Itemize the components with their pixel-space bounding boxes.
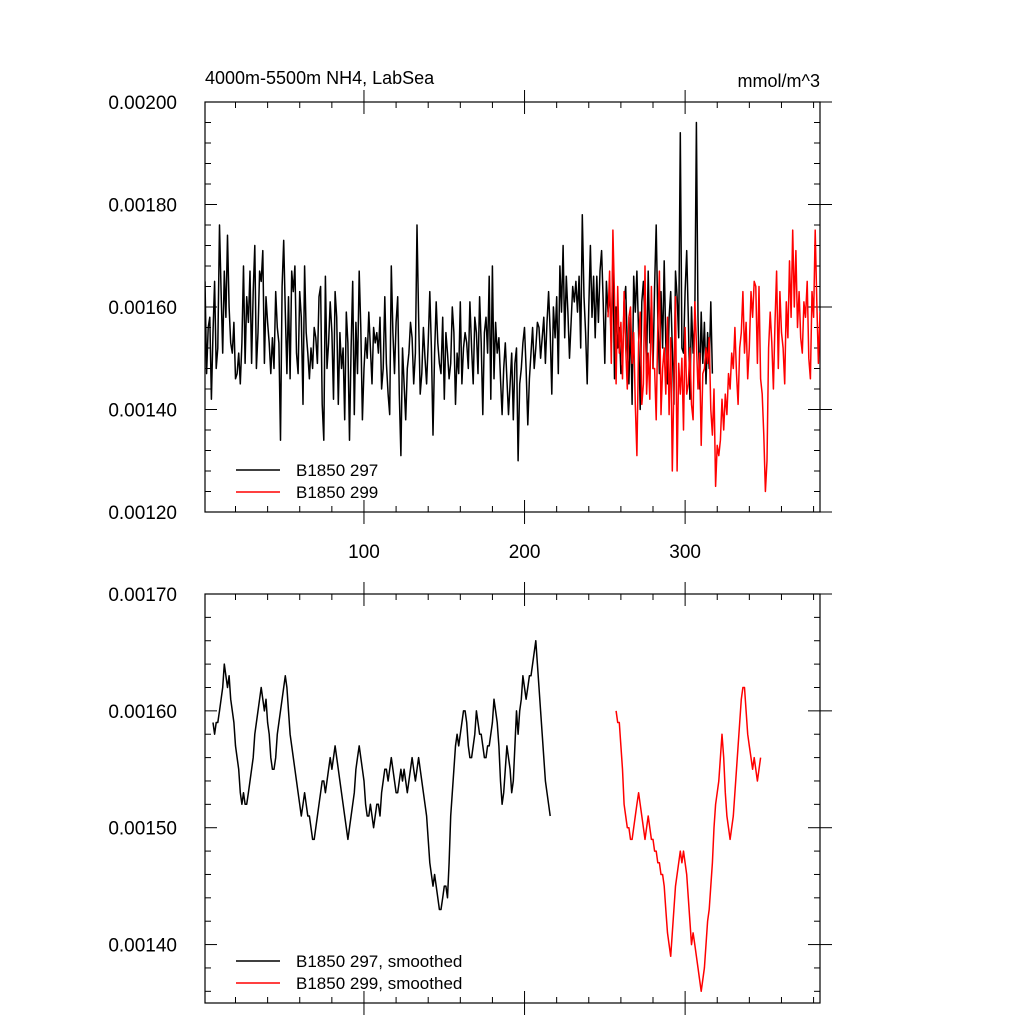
bottom-ytick-label: 0.00150 — [108, 819, 177, 840]
top-xtick-label: 100 — [348, 542, 380, 563]
top-ytick-label: 0.00140 — [108, 401, 177, 422]
top-xtick-label: 300 — [669, 542, 701, 563]
bottom-series-line-2 — [615, 686, 762, 993]
top-chart-title: 4000m-5500m NH4, LabSea — [205, 68, 435, 88]
bottom-series-line-1 — [212, 639, 551, 911]
bottom-ytick-label: 0.00160 — [108, 702, 177, 723]
bottom-chart-panel: 0.00140 0.00150 0.00160 0.00170 B1850 297, s… — [108, 582, 832, 1015]
top-xtick-label: 200 — [509, 542, 541, 563]
top-series-line-1 — [205, 121, 714, 462]
bottom-legend-label-1: B1850 297, smoothed — [296, 952, 462, 971]
top-ytick-label: 0.00200 — [108, 93, 177, 114]
top-chart-panel: 100 200 300 0.00120 0.00140 0.00160 0.00180 0.0… — [108, 90, 832, 563]
top-ytick-label: 0.00160 — [108, 298, 177, 319]
bottom-plot-frame — [204, 593, 821, 1004]
top-legend-label-2: B1850 299 — [296, 483, 378, 502]
bottom-legend-label-2: B1850 299, smoothed — [296, 974, 462, 993]
top-chart-units: mmol/m^3 — [738, 71, 820, 91]
top-series-line-2 — [607, 229, 820, 493]
bottom-ytick-label: 0.00140 — [108, 936, 177, 957]
top-ytick-label: 0.00180 — [108, 196, 177, 217]
top-legend-label-1: B1850 297 — [296, 461, 378, 480]
top-plot-frame — [204, 101, 821, 513]
bottom-ytick-label: 0.00170 — [108, 585, 177, 606]
top-ytick-label: 0.00120 — [108, 503, 177, 524]
